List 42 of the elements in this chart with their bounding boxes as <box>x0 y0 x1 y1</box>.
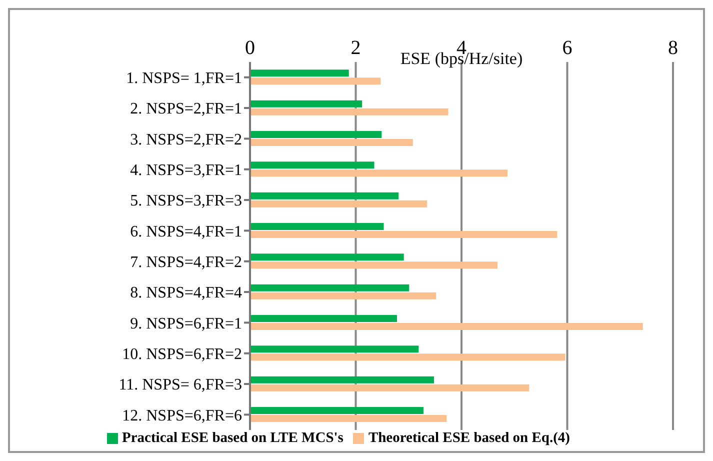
x-tick-label: 2 <box>350 37 361 59</box>
bar <box>250 170 508 177</box>
y-tick-label: 11. NSPS= 6,FR=3 <box>118 376 242 394</box>
bar <box>250 254 404 261</box>
y-tick-label: 8. NSPS=4,FR=4 <box>130 284 242 302</box>
y-tick-label: 9. NSPS=6,FR=1 <box>130 315 242 332</box>
bar <box>250 384 530 392</box>
legend-label: Practical ESE based on LTE MCS's <box>122 430 344 446</box>
bar <box>250 70 349 77</box>
y-tick-label: 4. NSPS=3,FR=1 <box>130 162 242 180</box>
bar <box>250 100 362 108</box>
bar <box>250 315 397 322</box>
bar <box>250 231 558 238</box>
bar <box>250 284 410 292</box>
y-tick-label: 5. NSPS=3,FR=3 <box>130 192 242 210</box>
bar <box>250 354 566 361</box>
bar <box>250 292 436 300</box>
bar <box>250 108 448 116</box>
y-tick-label: 7. NSPS=4,FR=2 <box>130 254 242 272</box>
y-tick-label: 2. NSPS=2,FR=1 <box>130 100 242 118</box>
bar <box>250 200 428 208</box>
y-tick-label: 10. NSPS=6,FR=2 <box>122 346 242 364</box>
y-tick-label: 12. NSPS=6,FR=6 <box>122 407 242 424</box>
bar <box>250 376 434 384</box>
bar <box>250 139 413 146</box>
y-tick-label: 1. NSPS= 1,FR=1 <box>126 70 242 88</box>
x-tick-label: 6 <box>562 37 572 59</box>
legend-label: Theoretical ESE based on Eq.(4) <box>368 430 570 446</box>
bar <box>250 78 381 85</box>
x-tick-label: 8 <box>668 37 678 59</box>
bar <box>250 192 399 200</box>
bar <box>250 415 447 422</box>
bar <box>250 162 374 169</box>
y-tick-label: 6. NSPS=4,FR=1 <box>130 223 242 240</box>
bar <box>250 323 643 330</box>
bar <box>250 262 498 269</box>
bar <box>250 407 424 414</box>
bar <box>250 346 419 353</box>
x-tick-label: 0 <box>245 37 255 59</box>
y-tick-label: 3. NSPS=2,FR=2 <box>130 131 242 148</box>
bar <box>250 131 382 138</box>
bar <box>250 223 384 230</box>
